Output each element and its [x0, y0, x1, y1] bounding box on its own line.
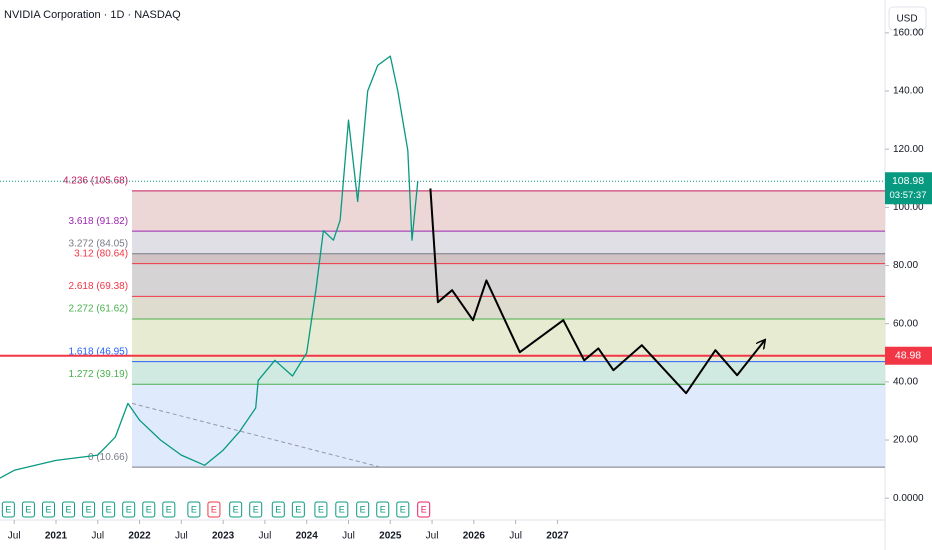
earnings-marker: [207, 501, 221, 518]
earnings-marker: [417, 501, 431, 518]
price-series: [0, 55, 419, 479]
earnings-label: E: [275, 504, 281, 514]
earnings-marker: [291, 501, 305, 518]
earnings-marker: [356, 501, 370, 518]
x-tick-label: 2024: [296, 531, 319, 542]
x-tick-label: 2026: [463, 531, 486, 542]
y-tick-label: 20.00: [893, 435, 918, 446]
x-tick-label: Jul: [426, 531, 439, 542]
horizontal-line-box: [885, 346, 932, 365]
earnings-label: E: [166, 504, 172, 514]
fib-band: [132, 361, 885, 385]
earnings-label: E: [253, 504, 259, 514]
fib-label: 3.12 (80.64): [74, 248, 128, 259]
fib-band: [132, 296, 885, 319]
earnings-marker: [229, 501, 243, 518]
fib-label: 3.618 (91.82): [69, 216, 129, 227]
fib-label: 2.618 (69.38): [69, 281, 129, 292]
earnings-marker: [314, 501, 328, 518]
fib-label: 1.618 (46.95): [69, 346, 129, 357]
earnings-marker: [335, 501, 349, 518]
earnings-label: E: [421, 504, 427, 514]
earnings-label: E: [66, 504, 72, 514]
x-tick-label: Jul: [8, 531, 21, 542]
x-tick-label: Jul: [259, 531, 272, 542]
earnings-label: E: [211, 504, 217, 514]
x-tick-label: 2023: [212, 531, 235, 542]
earnings-label: E: [86, 504, 92, 514]
earnings-label: E: [233, 504, 239, 514]
fib-label: 1.272 (39.19): [69, 369, 129, 380]
currency-button[interactable]: [888, 6, 927, 31]
last-price-box: [885, 172, 932, 205]
y-tick-label: 140.00: [893, 86, 924, 97]
earnings-label: E: [146, 504, 152, 514]
last-price-label: 108.98: [892, 175, 924, 187]
earnings-label: E: [45, 504, 51, 514]
earnings-marker: [41, 501, 55, 518]
x-tick-label: Jul: [175, 531, 188, 542]
earnings-marker: [142, 501, 156, 518]
earnings-marker: [62, 501, 76, 518]
earnings-marker: [82, 501, 96, 518]
fib-band: [132, 231, 885, 254]
x-tick-label: Jul: [509, 531, 522, 542]
earnings-label: E: [191, 504, 197, 514]
y-tick-label: 120.00: [893, 144, 924, 155]
x-tick-label: 2025: [379, 531, 402, 542]
fib-label: 2.272 (61.62): [69, 304, 129, 315]
price-series: [429, 188, 764, 395]
earnings-marker: [249, 501, 263, 518]
fib-band: [132, 384, 885, 468]
y-tick-label: 40.00: [893, 376, 918, 387]
x-tick-label: 2021: [45, 531, 68, 542]
currency-label[interactable]: USD: [896, 14, 917, 25]
earnings-marker: [1, 501, 15, 518]
earnings-label: E: [360, 504, 366, 514]
earnings-marker: [271, 501, 285, 518]
fib-label: 4.236 (105.68): [63, 175, 128, 186]
earnings-label: E: [318, 504, 324, 514]
y-tick-label: 0.0000: [893, 493, 924, 504]
earnings-marker: [21, 501, 35, 518]
trendline: [131, 402, 381, 468]
y-tick-label: 80.00: [893, 260, 918, 271]
y-tick-label: 100.00: [893, 202, 924, 213]
earnings-label: E: [380, 504, 386, 514]
earnings-label: E: [106, 504, 112, 514]
earnings-label: E: [25, 504, 31, 514]
x-tick-label: 2027: [546, 531, 569, 542]
x-tick-label: 2022: [128, 531, 151, 542]
earnings-marker: [396, 501, 410, 518]
fib-label: 0 (10.66): [88, 452, 128, 463]
earnings-marker: [187, 501, 201, 518]
x-tick-label: Jul: [91, 531, 104, 542]
x-tick-label: Jul: [342, 531, 355, 542]
earnings-label: E: [295, 504, 301, 514]
y-tick-label: 60.00: [893, 318, 918, 329]
earnings-label: E: [5, 504, 11, 514]
fib-label: 3.272 (84.05): [69, 238, 129, 249]
earnings-label: E: [126, 504, 132, 514]
countdown-label: 03:57:37: [890, 190, 927, 201]
earnings-marker: [376, 501, 390, 518]
y-tick-label: 160.00: [893, 28, 924, 39]
fib-band: [132, 253, 885, 264]
chart-title: NVIDIA Corporation · 1D · NASDAQ: [4, 9, 181, 21]
earnings-label: E: [339, 504, 345, 514]
fib-band: [132, 190, 885, 232]
earnings-marker: [162, 501, 176, 518]
earnings-marker: [122, 501, 136, 518]
fib-band: [132, 263, 885, 297]
horizontal-line-label: 48.98: [895, 350, 921, 362]
earnings-marker: [102, 501, 116, 518]
earnings-label: E: [400, 504, 406, 514]
